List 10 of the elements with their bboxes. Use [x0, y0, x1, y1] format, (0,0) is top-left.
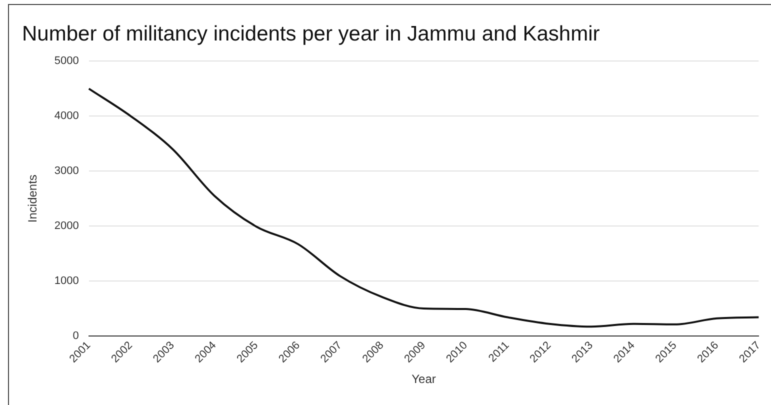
x-axis-title: Year	[412, 372, 436, 386]
line-series	[88, 88, 760, 328]
y-tick-label: 0	[72, 330, 79, 342]
y-tick-label: 2000	[54, 220, 79, 232]
chart-title: Number of militancy incidents per year in Jammu and Kashmir	[22, 22, 600, 46]
y-axis-title: Incidents	[26, 174, 40, 223]
y-tick-label: 5000	[54, 55, 79, 68]
y-tick-label: 4000	[54, 110, 79, 122]
y-tick-label: 1000	[54, 275, 79, 288]
y-tick-label: 3000	[54, 165, 79, 178]
